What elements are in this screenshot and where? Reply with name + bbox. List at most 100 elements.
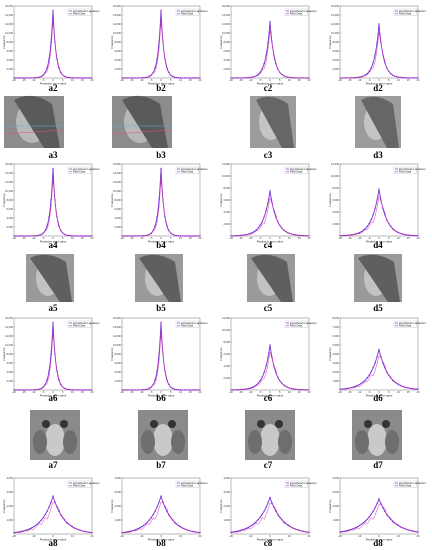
chart-d4: 2,000 4,000 6,000 8,000 10,000 12,000 -20 -15 -1… xyxy=(328,162,426,244)
y-tick-label: 1,000 xyxy=(333,518,340,522)
fit-point xyxy=(364,227,367,230)
fit-point xyxy=(345,530,347,532)
x-tick-label: 20 xyxy=(417,236,420,240)
y-tick-label: 2,000 xyxy=(224,504,231,508)
x-tick-label: -20 xyxy=(338,78,342,82)
x-tick-label: -20 xyxy=(12,534,16,538)
x-tick-label: -15 xyxy=(22,236,26,240)
fit-point xyxy=(380,356,382,358)
y-tick-label: 6,000 xyxy=(7,207,14,211)
y-tick-label: 2,000 xyxy=(224,222,231,226)
y-tick-label: 10,000 xyxy=(113,31,121,35)
x-tick-label: 15 xyxy=(81,390,84,394)
x-tick-label: -20 xyxy=(12,236,16,240)
fit-point xyxy=(48,215,50,218)
image-a5 xyxy=(26,254,74,302)
fit-point xyxy=(156,369,158,372)
x-tick-label: 20 xyxy=(199,534,202,538)
y-tick-label: 6,000 xyxy=(115,49,122,53)
x-tick-label: -10 xyxy=(32,390,36,394)
fit-point xyxy=(19,531,21,533)
fit-point xyxy=(356,526,359,528)
y-tick-label: 12,000 xyxy=(331,22,339,26)
chart-a4: 2,000 4,000 6,000 8,000 10,000 12,000 14,000 16… xyxy=(2,162,100,244)
fit-point xyxy=(384,510,386,512)
x-tick-label: -10 xyxy=(140,390,144,394)
x-tick-label: 0 xyxy=(160,78,162,82)
y-tick-label: 2,000 xyxy=(333,370,340,374)
y-tick-label: 8,000 xyxy=(7,198,14,202)
y-tick-label: 8,000 xyxy=(7,352,14,356)
x-tick-label: 0 xyxy=(378,78,380,82)
laplacian-fit-line xyxy=(231,344,309,391)
y-tick-label: 12,000 xyxy=(5,334,13,338)
fit-point xyxy=(156,506,158,508)
fit-point xyxy=(368,222,370,225)
fit-point xyxy=(154,378,156,381)
fit-point xyxy=(52,167,54,170)
fit-point xyxy=(261,220,263,223)
fit-point xyxy=(261,376,263,378)
y-tick-label: 6,000 xyxy=(7,361,14,365)
x-tick-label: 5 xyxy=(170,236,172,240)
image-d5 xyxy=(354,254,402,302)
fit-point xyxy=(372,367,374,369)
real-data-line xyxy=(13,501,93,534)
fit-point xyxy=(144,523,147,525)
y-tick-label: 12,000 xyxy=(5,180,13,184)
fit-point xyxy=(362,522,365,524)
panel-label-a7: a7 xyxy=(49,460,59,470)
legend-entry: Hypothesis Laplacian xyxy=(181,321,208,325)
panel-label-d7: d7 xyxy=(373,460,383,470)
legend-box xyxy=(175,320,200,328)
y-tick-label: 10,000 xyxy=(222,174,230,178)
panel-label-c5: c5 xyxy=(264,303,273,313)
x-tick-label: 20 xyxy=(91,78,94,82)
fit-point xyxy=(267,356,269,358)
y-tick-label: 10,000 xyxy=(331,31,339,35)
legend-box xyxy=(67,166,92,174)
y-tick-label: 16,000 xyxy=(113,162,121,166)
x-tick-label: 20 xyxy=(199,78,202,82)
y-tick-label: 4,000 xyxy=(333,210,340,214)
x-tick-label: -10 xyxy=(249,236,253,240)
x-tick-label: 15 xyxy=(81,78,84,82)
y-tick-label: 12,000 xyxy=(222,316,230,320)
real-data-line xyxy=(339,504,419,533)
legend-entry: Hypothesis Laplacian xyxy=(73,481,100,485)
fit-point xyxy=(271,502,273,504)
legend-entry: Hypothesis Laplacian xyxy=(181,481,208,485)
y-tick-label: 12,000 xyxy=(113,180,121,184)
y-tick-label: 6,000 xyxy=(333,49,340,53)
x-axis-label: Prediction error value xyxy=(366,240,393,244)
y-tick-label: 8,000 xyxy=(224,186,231,190)
x-tick-label: 0 xyxy=(269,534,271,538)
x-axis-label: Prediction error value xyxy=(257,240,284,244)
fit-point xyxy=(255,520,258,523)
fit-point xyxy=(356,384,359,387)
y-axis-label: Frequency xyxy=(110,193,114,207)
y-tick-label: 2,000 xyxy=(7,225,14,229)
image-d3 xyxy=(355,96,401,148)
panel-label-a2: a2 xyxy=(49,83,59,93)
x-tick-label: 0 xyxy=(160,390,162,394)
x-tick-label: 5 xyxy=(170,390,172,394)
y-axis-label: Frequency xyxy=(2,35,6,49)
y-tick-label: 4,000 xyxy=(115,58,122,62)
x-tick-label: 20 xyxy=(308,78,311,82)
fit-point xyxy=(36,523,39,525)
x-tick-label: -15 xyxy=(130,78,134,82)
x-tick-label: 10 xyxy=(288,236,291,240)
y-tick-label: 10,000 xyxy=(222,31,230,35)
fit-point xyxy=(372,510,374,512)
legend-entry: Real Data xyxy=(399,12,412,16)
laplacian-fit-line xyxy=(14,168,92,237)
fit-point xyxy=(376,41,378,44)
y-tick-label: 8,000 xyxy=(333,316,340,320)
x-tick-label: -10 xyxy=(140,78,144,82)
panel-label-b4: b4 xyxy=(156,240,166,250)
y-tick-label: 10,000 xyxy=(113,189,121,193)
fit-point xyxy=(370,67,372,69)
legend-entry: Real Data xyxy=(73,484,86,488)
x-tick-label: 0 xyxy=(378,236,380,240)
